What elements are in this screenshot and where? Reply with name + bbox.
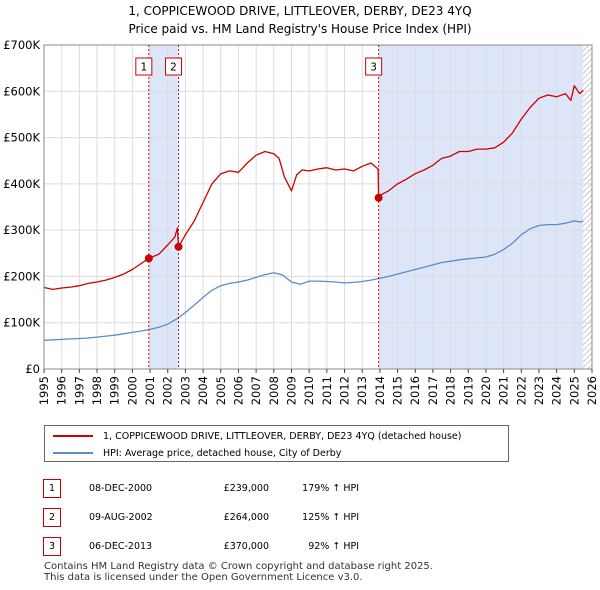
sale-date: 09-AUG-2002 — [89, 512, 153, 523]
sale-number-badge: 1 — [43, 479, 61, 498]
legend-hpi-swatch — [53, 452, 93, 454]
sale-marker-label-2: 2 — [170, 62, 177, 74]
legend-item-hpi: HPI: Average price, detached house, City… — [53, 445, 341, 461]
x-tick-label: 2022 — [514, 376, 528, 405]
x-tick-label: 2002 — [161, 376, 175, 405]
x-tick-label: 2013 — [355, 376, 369, 405]
x-tick-label: 2018 — [444, 376, 458, 405]
y-tick-label: £400K — [3, 177, 40, 191]
sale-hpi-change: 179% ↑ HPI — [302, 483, 359, 494]
sale-hpi-change: 125% ↑ HPI — [302, 512, 359, 523]
y-tick-label: £300K — [3, 223, 40, 237]
x-tick-label: 2026 — [585, 376, 599, 405]
x-tick-label: 1996 — [55, 376, 69, 405]
x-tick-label: 2023 — [532, 376, 546, 405]
x-tick-label: 2025 — [567, 376, 581, 405]
price-chart: 1, COPPICEWOOD DRIVE, LITTLEOVER, DERBY,… — [3, 4, 599, 405]
shaded-bands — [148, 45, 592, 369]
sale-marker-box-1 — [135, 57, 153, 76]
legend-property-swatch — [53, 435, 93, 437]
x-tick-label: 2019 — [461, 376, 475, 405]
chart-subtitle: Price paid vs. HM Land Registry's House … — [128, 22, 471, 36]
sale-hpi-change: 92% ↑ HPI — [308, 541, 359, 552]
sale-price: £239,000 — [223, 483, 269, 494]
sale-vertical-lines — [148, 45, 380, 369]
x-tick-label: 1995 — [37, 376, 51, 405]
y-tick-label: £200K — [3, 269, 40, 283]
x-tick-label: 2001 — [143, 376, 157, 405]
x-tick-label: 2015 — [391, 376, 405, 405]
x-tick-label: 2021 — [497, 376, 511, 405]
x-tick-label: 2017 — [426, 376, 440, 405]
x-tick-label: 2008 — [267, 376, 281, 405]
chart-title: 1, COPPICEWOOD DRIVE, LITTLEOVER, DERBY,… — [128, 4, 471, 18]
x-axis-ticks: 1995 1996 1997 1998 1999 2000 2001 2002 2003 2004… — [37, 369, 599, 405]
x-tick-label: 1997 — [72, 376, 86, 405]
sale-date: 06-DEC-2013 — [89, 541, 153, 552]
sale-point-2 — [174, 242, 183, 251]
series-line-hpi — [44, 220, 584, 341]
x-tick-label: 1999 — [108, 376, 122, 405]
sale-number-badge: 3 — [43, 537, 61, 556]
sale-points — [144, 193, 383, 263]
sale-marker-box-3 — [365, 57, 383, 76]
sale-point-1 — [144, 254, 153, 263]
sale-date: 08-DEC-2000 — [89, 483, 153, 494]
x-tick-label: 2009 — [284, 376, 298, 405]
legend: 1, COPPICEWOOD DRIVE, LITTLEOVER, DERBY,… — [44, 425, 509, 462]
sales-table: 1 08-DEC-2000 £239,000 179% ↑ HPI 2 09-A… — [43, 474, 359, 561]
x-tick-label: 2010 — [302, 376, 316, 405]
shaded-band-2 — [378, 45, 584, 369]
sale-row-2: 2 09-AUG-2002 £264,000 125% ↑ HPI — [43, 503, 359, 532]
shaded-band-1 — [148, 45, 179, 369]
x-tick-label: 2007 — [249, 376, 263, 405]
x-tick-label: 2003 — [178, 376, 192, 405]
legend-property-label: 1, COPPICEWOOD DRIVE, LITTLEOVER, DERBY,… — [103, 430, 462, 442]
x-tick-label: 1998 — [90, 376, 104, 405]
sale-marker-label-1: 1 — [140, 62, 147, 74]
y-tick-label: £0 — [25, 362, 40, 376]
legend-item-property: 1, COPPICEWOOD DRIVE, LITTLEOVER, DERBY,… — [53, 428, 461, 444]
x-tick-label: 2004 — [196, 376, 210, 405]
y-tick-label: £700K — [3, 38, 40, 52]
x-tick-label: 2005 — [214, 376, 228, 405]
x-tick-label: 2011 — [320, 376, 334, 405]
sale-price: £264,000 — [223, 512, 269, 523]
y-tick-label: £100K — [3, 316, 40, 330]
x-tick-label: 2016 — [408, 376, 422, 405]
x-tick-label: 2024 — [550, 376, 564, 405]
future-hatch-region — [583, 45, 592, 369]
x-tick-label: 2020 — [479, 376, 493, 405]
x-tick-label: 2006 — [231, 376, 245, 405]
legend-hpi-label: HPI: Average price, detached house, City… — [103, 447, 342, 459]
x-tick-label: 2000 — [125, 376, 139, 405]
sale-price: £370,000 — [223, 541, 269, 552]
plot-frame — [43, 44, 593, 370]
sale-number-badge: 2 — [43, 508, 61, 527]
x-tick-label: 2012 — [338, 376, 352, 405]
footer-line-1: Contains HM Land Registry data © Crown c… — [44, 561, 433, 572]
footer: Contains HM Land Registry data © Crown c… — [44, 561, 433, 583]
sale-marker-box-2 — [165, 57, 183, 76]
sale-row-3: 3 06-DEC-2013 £370,000 92% ↑ HPI — [43, 532, 359, 561]
sale-row-1: 1 08-DEC-2000 £239,000 179% ↑ HPI — [43, 474, 359, 503]
y-axis-ticks: £0 £100K £200K £300K £400K £500K £600K £700K — [3, 38, 40, 376]
sale-point-3 — [374, 193, 383, 202]
y-tick-label: £600K — [3, 84, 40, 98]
footer-line-2: This data is licensed under the Open Gov… — [44, 572, 363, 583]
sale-marker-label-3: 3 — [370, 62, 377, 74]
x-tick-label: 2014 — [373, 376, 387, 405]
sale-marker-labels: 1 2 3 — [135, 57, 383, 76]
y-tick-label: £500K — [3, 131, 40, 145]
